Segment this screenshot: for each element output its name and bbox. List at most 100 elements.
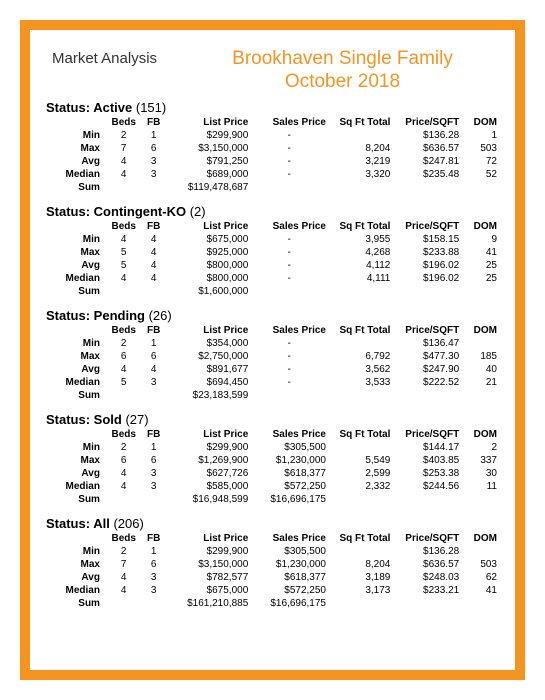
cell: $144.17 [392, 441, 461, 454]
cell [250, 181, 328, 194]
title-line-1: Brookhaven Single Family [232, 48, 453, 69]
cell: 4,112 [328, 259, 392, 272]
table-row: Median44$800,000-4,111$196.0225 [46, 272, 499, 285]
col-header: Price/SQFT [392, 116, 461, 129]
cell [461, 389, 499, 402]
col-header: Sq Ft Total [328, 428, 392, 441]
cell: - [250, 168, 328, 181]
cell: 8,204 [328, 558, 392, 571]
cell: $247.81 [392, 155, 461, 168]
status-prefix: Status: [46, 204, 94, 219]
col-header: Beds [106, 220, 142, 233]
cell [461, 545, 499, 558]
col-header: FB [141, 116, 165, 129]
status-table: BedsFBList PriceSales PriceSq Ft TotalPr… [46, 220, 499, 298]
row-label: Min [46, 337, 106, 350]
cell: 3 [141, 168, 165, 181]
cell: 4 [106, 233, 142, 246]
table-row: Max76$3,150,000-8,204$636.57503 [46, 142, 499, 155]
cell: 2,599 [328, 467, 392, 480]
status-count: (26) [149, 308, 172, 323]
cell: $248.03 [392, 571, 461, 584]
cell: 6 [141, 142, 165, 155]
status-count: (206) [113, 516, 143, 531]
table-row: Median43$675,000$572,2503,173$233.2141 [46, 584, 499, 597]
cell: 4 [106, 467, 142, 480]
col-header: Beds [106, 116, 142, 129]
cell [250, 389, 328, 402]
cell: $244.56 [392, 480, 461, 493]
row-label: Max [46, 350, 106, 363]
table-row: Max66$1,269,900$1,230,0005,549$403.85337 [46, 454, 499, 467]
cell: 4,268 [328, 246, 392, 259]
row-label: Max [46, 142, 106, 155]
cell: $800,000 [166, 272, 250, 285]
row-label: Avg [46, 259, 106, 272]
status-name: Sold [94, 412, 122, 427]
status-count: (2) [190, 204, 206, 219]
cell: 5 [106, 246, 142, 259]
cell: $3,150,000 [166, 558, 250, 571]
status-prefix: Status: [46, 516, 93, 531]
row-label: Avg [46, 467, 106, 480]
table-row: Min21$299,900$305,500$136.28 [46, 545, 499, 558]
cell: $1,269,900 [166, 454, 250, 467]
table-row: Avg54$800,000-4,112$196.0225 [46, 259, 499, 272]
cell: 1 [141, 545, 165, 558]
col-header: FB [141, 428, 165, 441]
cell: $16,948,599 [166, 493, 250, 506]
status-name: Pending [94, 308, 145, 323]
cell: - [250, 376, 328, 389]
table-row: Median53$694,450-3,533$222.5221 [46, 376, 499, 389]
cell: 2 [461, 441, 499, 454]
col-header: Sales Price [250, 532, 328, 545]
cell: $618,377 [250, 571, 328, 584]
row-label: Min [46, 129, 106, 142]
col-header: Sales Price [250, 220, 328, 233]
cell: - [250, 233, 328, 246]
status-table: BedsFBList PriceSales PriceSq Ft TotalPr… [46, 324, 499, 402]
cell: 72 [461, 155, 499, 168]
cell: 5 [106, 259, 142, 272]
status-block: Status: Pending (26)BedsFBList PriceSale… [46, 308, 499, 402]
cell: $161,210,885 [166, 597, 250, 610]
cell: 30 [461, 467, 499, 480]
cell: $305,500 [250, 441, 328, 454]
report-frame: Market Analysis Brookhaven Single Family… [20, 20, 525, 680]
cell [141, 493, 165, 506]
cell: $800,000 [166, 259, 250, 272]
col-header: Beds [106, 324, 142, 337]
cell: $1,600,000 [166, 285, 250, 298]
cell: $16,696,175 [250, 597, 328, 610]
col-header [46, 428, 106, 441]
cell: - [250, 246, 328, 259]
cell: $136.28 [392, 545, 461, 558]
cell: 4 [106, 155, 142, 168]
row-label: Sum [46, 389, 106, 402]
table-row: Sum$23,183,599 [46, 389, 499, 402]
cell [141, 181, 165, 194]
cell: 4 [106, 584, 142, 597]
cell: 503 [461, 558, 499, 571]
cell: 9 [461, 233, 499, 246]
cell: 40 [461, 363, 499, 376]
col-header: List Price [166, 116, 250, 129]
col-header: Beds [106, 532, 142, 545]
cell: $222.52 [392, 376, 461, 389]
cell: - [250, 129, 328, 142]
cell [461, 181, 499, 194]
cell: 3 [141, 571, 165, 584]
cell [392, 389, 461, 402]
cell: 2 [106, 545, 142, 558]
report-header: Market Analysis Brookhaven Single Family… [46, 48, 499, 94]
cell: 2,332 [328, 480, 392, 493]
status-prefix: Status: [46, 308, 94, 323]
row-label: Median [46, 272, 106, 285]
cell: 7 [106, 558, 142, 571]
col-header: FB [141, 220, 165, 233]
cell: $16,696,175 [250, 493, 328, 506]
cell: 337 [461, 454, 499, 467]
cell: 6 [141, 454, 165, 467]
cell: $1,230,000 [250, 454, 328, 467]
cell: - [250, 259, 328, 272]
